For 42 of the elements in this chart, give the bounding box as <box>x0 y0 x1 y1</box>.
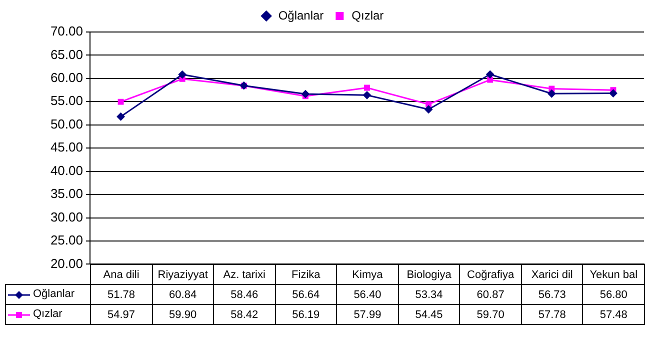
x-tick-label: Coğrafiya <box>460 264 522 284</box>
x-tick-label: Fizika <box>275 264 337 284</box>
y-tick-label: 25.00 <box>50 232 83 248</box>
x-tick-label: Kimya <box>336 264 398 284</box>
y-tick-label: 60.00 <box>50 70 83 86</box>
x-tick-label: Az. tarixi <box>214 264 276 284</box>
y-tick-label: 45.00 <box>50 140 83 155</box>
legend-label: Oğlanlar <box>278 8 324 22</box>
y-tick-label: 20.00 <box>50 256 83 271</box>
data-label: 59.90 <box>152 304 214 324</box>
x-tick-label: Riyaziyyat <box>152 264 214 284</box>
data-label: 57.78 <box>521 304 583 324</box>
data-label: 56.40 <box>336 284 398 304</box>
data-label: 57.99 <box>336 304 398 324</box>
x-tick-label: Yekun bal <box>582 264 644 284</box>
data-label: 58.42 <box>214 304 276 324</box>
text: Qızlar <box>33 308 62 320</box>
data-label: 58.46 <box>214 284 276 304</box>
data-label: 54.97 <box>90 304 152 324</box>
y-tick-label: 40.00 <box>50 162 83 178</box>
x-tick-label: Biologiya <box>398 264 460 284</box>
y-tick-label: 55.00 <box>50 93 83 108</box>
y-tick-label: 50.00 <box>50 116 83 132</box>
data-label: 60.84 <box>152 284 214 304</box>
text: Oğlanlar <box>33 288 75 300</box>
legend-label: Qızlar <box>352 8 384 22</box>
data-label: 56.64 <box>275 284 337 304</box>
data-label: 60.87 <box>460 284 522 304</box>
y-tick-label: 65.00 <box>50 46 83 62</box>
data-label: 56.73 <box>521 284 583 304</box>
y-tick-label: 35.00 <box>50 186 83 202</box>
x-tick-label: Xarici dil <box>521 264 583 284</box>
data-label: 56.19 <box>275 304 337 324</box>
data-label: 57.48 <box>582 304 644 324</box>
data-label: 56.80 <box>582 284 644 304</box>
data-label: 51.78 <box>90 284 152 304</box>
data-label: 54.45 <box>398 304 460 324</box>
y-tick-label: 70.00 <box>50 24 83 39</box>
data-label: 53.34 <box>398 284 460 304</box>
x-tick-label: Ana dili <box>90 264 152 284</box>
data-label: 59.70 <box>460 304 522 324</box>
y-tick-label: 30.00 <box>50 209 83 224</box>
